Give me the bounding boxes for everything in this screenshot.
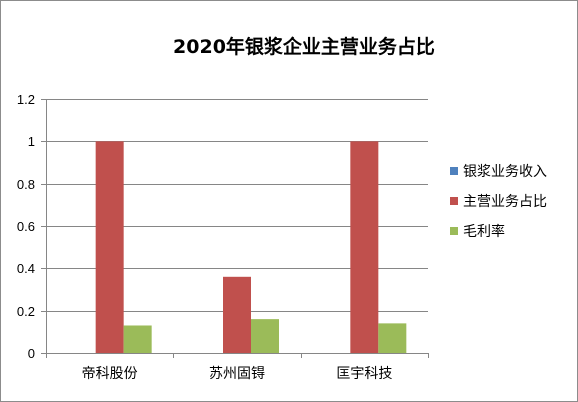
bars (95, 141, 407, 353)
legend-label: 主营业务占比 (463, 194, 547, 210)
legend-label: 毛利率 (463, 223, 505, 240)
bar (350, 141, 379, 353)
category-label: 苏州固锝 (209, 365, 265, 382)
bar (123, 325, 152, 353)
legend-swatch (450, 197, 458, 205)
y-tick-label: 0 (28, 346, 35, 361)
y-tick-label: 0.4 (17, 261, 35, 276)
bar (95, 141, 124, 353)
y-tick-label: 0.8 (17, 177, 35, 192)
bar (378, 323, 407, 353)
category-label: 帝科股份 (82, 366, 138, 382)
x-axis-categories: 帝科股份 苏州固锝 匡宇科技 (82, 365, 393, 382)
category-label: 匡宇科技 (336, 366, 392, 382)
legend-swatch (450, 167, 458, 175)
bar (251, 319, 279, 353)
y-tick-label: 1 (28, 134, 35, 149)
bar (223, 276, 251, 353)
legend-swatch (450, 227, 458, 235)
legend-label: 银浆业务收入 (463, 164, 547, 180)
y-tick-label: 0.6 (17, 219, 35, 234)
y-tick-label: 1.2 (17, 92, 35, 107)
y-tick-label: 0.2 (17, 304, 35, 319)
chart-title: 2020年银浆企业主营业务占比 (173, 35, 435, 58)
axes (46, 99, 429, 358)
y-axis-ticks: 0 0.2 0.4 0.6 0.8 1 1.2 (17, 92, 46, 361)
